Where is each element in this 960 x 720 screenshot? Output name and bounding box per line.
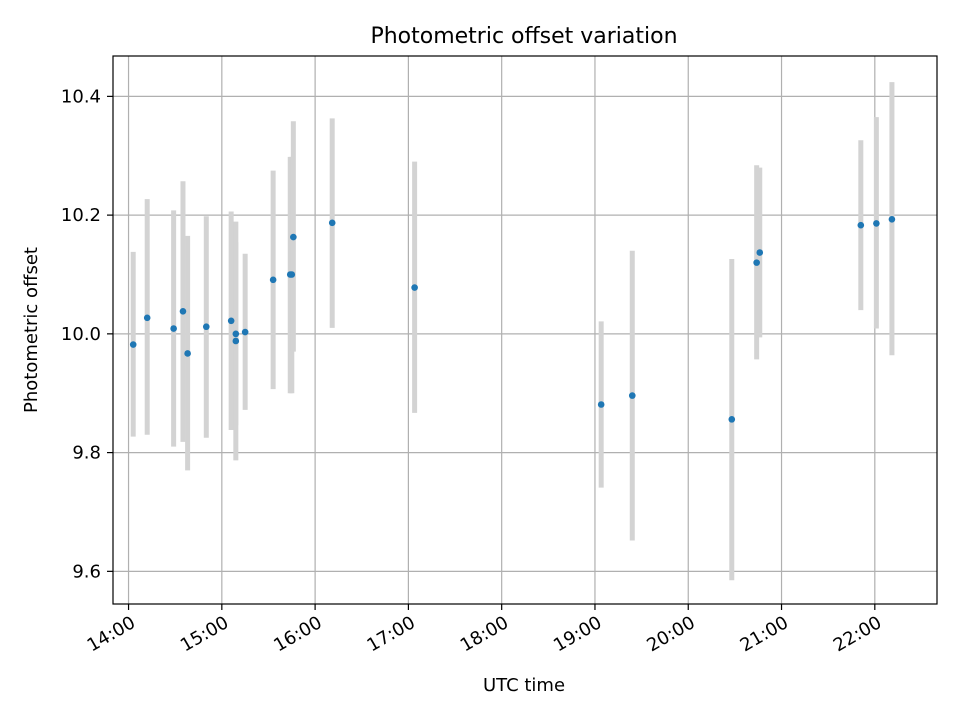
x-tick-label: 20:00 — [643, 612, 698, 656]
data-point — [728, 416, 736, 423]
x-axis-label: UTC time — [483, 675, 565, 696]
chart-title: Photometric offset variation — [370, 24, 677, 49]
data-point — [170, 325, 177, 332]
x-tick-label: 15:00 — [177, 612, 232, 656]
x-tick-label: 19:00 — [550, 612, 605, 656]
data-point — [232, 330, 240, 338]
data-point — [290, 233, 297, 241]
x-tick-label: 16:00 — [270, 612, 325, 656]
y-tick-label: 10.4 — [61, 86, 101, 107]
data-point — [184, 350, 191, 357]
data-point — [269, 276, 277, 284]
data-point — [143, 314, 151, 322]
plot-frame — [112, 55, 938, 605]
grid — [113, 56, 937, 604]
x-tick-label: 14:00 — [84, 612, 139, 656]
y-axis-label: Photometric offset — [21, 247, 42, 413]
data-point — [241, 328, 249, 336]
y-tick-label: 9.6 — [72, 561, 101, 582]
data-point — [873, 220, 880, 227]
x-tick-label: 18:00 — [457, 612, 512, 656]
y-tick-label: 9.8 — [72, 443, 101, 464]
data-point — [888, 215, 896, 223]
data-points — [129, 215, 896, 423]
x-tick-label: 22:00 — [830, 612, 885, 656]
y-tick-label: 10.2 — [61, 205, 101, 226]
x-tick-label: 17:00 — [363, 612, 418, 656]
y-tick-label: 10.0 — [61, 324, 101, 345]
data-point — [597, 401, 605, 408]
data-point — [202, 323, 210, 331]
data-point — [129, 341, 137, 348]
x-tick-label: 21:00 — [737, 612, 792, 656]
data-point — [628, 392, 636, 399]
data-point — [756, 249, 764, 256]
x-axis-ticks: 14:00 15:00 16:00 17:00 18:00 19:00 20:00 21:00… — [84, 604, 885, 656]
data-point — [288, 271, 296, 278]
data-point — [227, 317, 235, 325]
data-point — [232, 337, 240, 345]
data-point — [179, 307, 187, 315]
data-point — [753, 259, 760, 266]
data-point — [411, 284, 418, 291]
data-point — [857, 221, 865, 229]
y-axis-ticks: 9.6 9.8 10.0 10.2 10.4 — [61, 86, 113, 582]
data-point — [328, 219, 336, 227]
